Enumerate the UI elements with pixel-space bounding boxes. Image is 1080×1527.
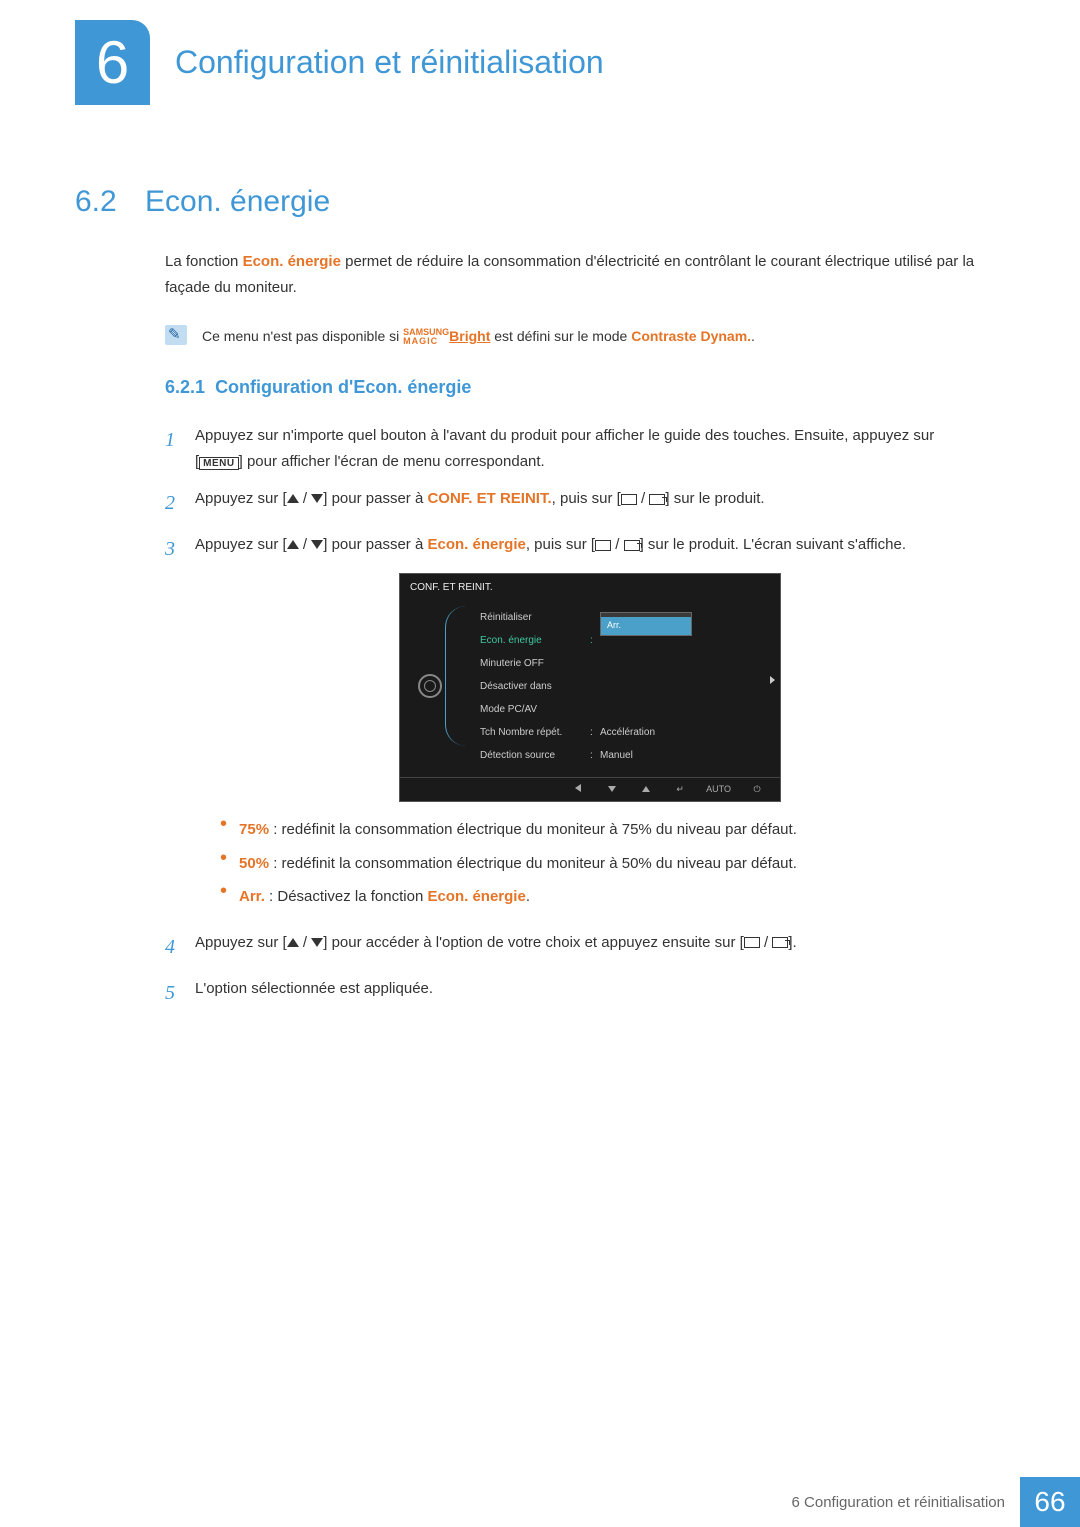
nav-target: CONF. ET REINIT. [427, 490, 551, 507]
chapter-title: Configuration et réinitialisation [175, 44, 604, 81]
nav-target: Econ. énergie [427, 536, 525, 553]
content-area: 6.2Econ. énergie La fonction Econ. énerg… [0, 105, 1080, 1010]
bullet-icon: • [220, 851, 227, 877]
note-prefix: Ce menu n'est pas disponible si [202, 328, 403, 344]
up-icon [287, 494, 299, 503]
note-row: Ce menu n'est pas disponible si SAMSUNGM… [165, 325, 985, 347]
down-icon [311, 540, 323, 549]
nav-power-icon: ⏻ [749, 782, 765, 797]
down-icon [311, 938, 323, 947]
osd-option-selected: Arr. [601, 617, 691, 634]
step-5: 5 L'option sélectionnée est appliquée. [165, 976, 985, 1010]
step-1: 1 Appuyez sur n'importe quel bouton à l'… [165, 423, 985, 474]
bullet-feature: Econ. énergie [427, 888, 525, 905]
bullet-key: 50% [239, 855, 269, 872]
step-body: Appuyez sur [ / ] pour passer à Econ. én… [195, 532, 985, 917]
osd-item: Désactiver dans [480, 678, 590, 695]
step-4: 4 Appuyez sur [ / ] pour accéder à l'opt… [165, 930, 985, 964]
intro-feature: Econ. énergie [243, 253, 341, 270]
step-list: 1 Appuyez sur n'importe quel bouton à l'… [165, 423, 985, 1009]
step-body: Appuyez sur n'importe quel bouton à l'av… [195, 423, 985, 474]
nav-up-icon [638, 782, 654, 797]
osd-screenshot: CONF. ET REINIT. Réinitialiser Econ. éne… [399, 573, 781, 802]
step-number: 5 [165, 976, 195, 1010]
intro-prefix: La fonction [165, 253, 243, 270]
right-arrow-icon [770, 676, 775, 684]
step-body: Appuyez sur [ / ] pour accéder à l'optio… [195, 930, 985, 964]
source-icon [595, 540, 611, 551]
bullet-icon: • [220, 884, 227, 910]
step-number: 4 [165, 930, 195, 964]
nav-return-icon: ↵ [672, 782, 688, 797]
bullet-item: • 50% : redéfinit la consommation électr… [195, 851, 985, 877]
subsection-number: 6.2.1 [165, 377, 205, 397]
footer-text: 6 Configuration et réinitialisation [792, 1494, 1005, 1511]
osd-item: Minuterie OFF [480, 655, 590, 672]
bullet-text: : redéfinit la consommation électrique d… [269, 821, 797, 838]
enter-icon [624, 540, 640, 551]
page-footer: 6 Configuration et réinitialisation 66 [792, 1477, 1080, 1527]
section-heading: 6.2Econ. énergie [75, 185, 985, 219]
note-suffix: . [751, 328, 755, 344]
down-icon [311, 494, 323, 503]
osd-icon-column [410, 606, 450, 767]
menu-button-label: MENU [199, 457, 238, 470]
section-title: Econ. énergie [145, 185, 330, 218]
chapter-number-tab: 6 [75, 20, 150, 105]
bullet-icon: • [220, 817, 227, 843]
page-header: 6 Configuration et réinitialisation [0, 0, 1080, 105]
subsection-heading: 6.2.1 Configuration d'Econ. énergie [165, 377, 985, 398]
step-2: 2 Appuyez sur [ / ] pour passer à CONF. … [165, 486, 985, 520]
osd-menu: Réinitialiser Econ. énergie : 75% 50% Ar… [450, 606, 770, 767]
page-number: 66 [1020, 1477, 1080, 1527]
bullet-list: • 75% : redéfinit la consommation électr… [195, 817, 985, 910]
bright-word: Bright [449, 328, 490, 344]
step-number: 1 [165, 423, 195, 474]
osd-nav-bar: ↵ AUTO ⏻ [400, 777, 780, 801]
osd-item-active: Econ. énergie [480, 632, 590, 649]
section-number: 6.2 [75, 185, 145, 219]
up-icon [287, 938, 299, 947]
step-body: L'option sélectionnée est appliquée. [195, 976, 985, 1010]
bullet-key: Arr. [239, 888, 265, 905]
samsung-magic-logo: SAMSUNGMAGIC [403, 328, 449, 346]
note-text: Ce menu n'est pas disponible si SAMSUNGM… [202, 325, 755, 347]
up-icon [287, 540, 299, 549]
bullet-key: 75% [239, 821, 269, 838]
source-icon [621, 494, 637, 505]
source-icon [744, 937, 760, 948]
nav-auto-label: AUTO [706, 782, 731, 797]
bullet-item: • 75% : redéfinit la consommation électr… [195, 817, 985, 843]
note-icon [165, 325, 187, 345]
osd-dropdown: 75% 50% Arr. [600, 612, 692, 635]
osd-arc-decoration [445, 606, 466, 746]
osd-value: Manuel [600, 747, 770, 764]
bullet-item: • Arr. : Désactivez la fonction Econ. én… [195, 884, 985, 910]
enter-icon [772, 937, 788, 948]
subsection-title: Configuration d'Econ. énergie [215, 377, 471, 397]
step-body: Appuyez sur [ / ] pour passer à CONF. ET… [195, 486, 985, 520]
step-number: 3 [165, 532, 195, 917]
enter-icon [649, 494, 665, 505]
intro-paragraph: La fonction Econ. énergie permet de rédu… [165, 249, 985, 300]
osd-item: Réinitialiser [480, 609, 590, 626]
step-3: 3 Appuyez sur [ / ] pour passer à Econ. … [165, 532, 985, 917]
nav-left-icon [570, 782, 586, 797]
osd-item: Mode PC/AV [480, 701, 590, 718]
bullet-mid: : Désactivez la fonction [265, 888, 428, 905]
bullet-end: . [526, 888, 530, 905]
step-number: 2 [165, 486, 195, 520]
osd-title: CONF. ET REINIT. [400, 574, 780, 601]
osd-item: Détection source [480, 747, 590, 764]
osd-item: Tch Nombre répét. [480, 724, 590, 741]
osd-body: Réinitialiser Econ. énergie : 75% 50% Ar… [400, 601, 780, 777]
gear-icon [418, 674, 442, 698]
bullet-text: : redéfinit la consommation électrique d… [269, 855, 797, 872]
nav-down-icon [604, 782, 620, 797]
note-middle: est défini sur le mode [490, 328, 631, 344]
osd-value: Accélération [600, 724, 770, 741]
note-mode: Contraste Dynam. [631, 328, 751, 344]
